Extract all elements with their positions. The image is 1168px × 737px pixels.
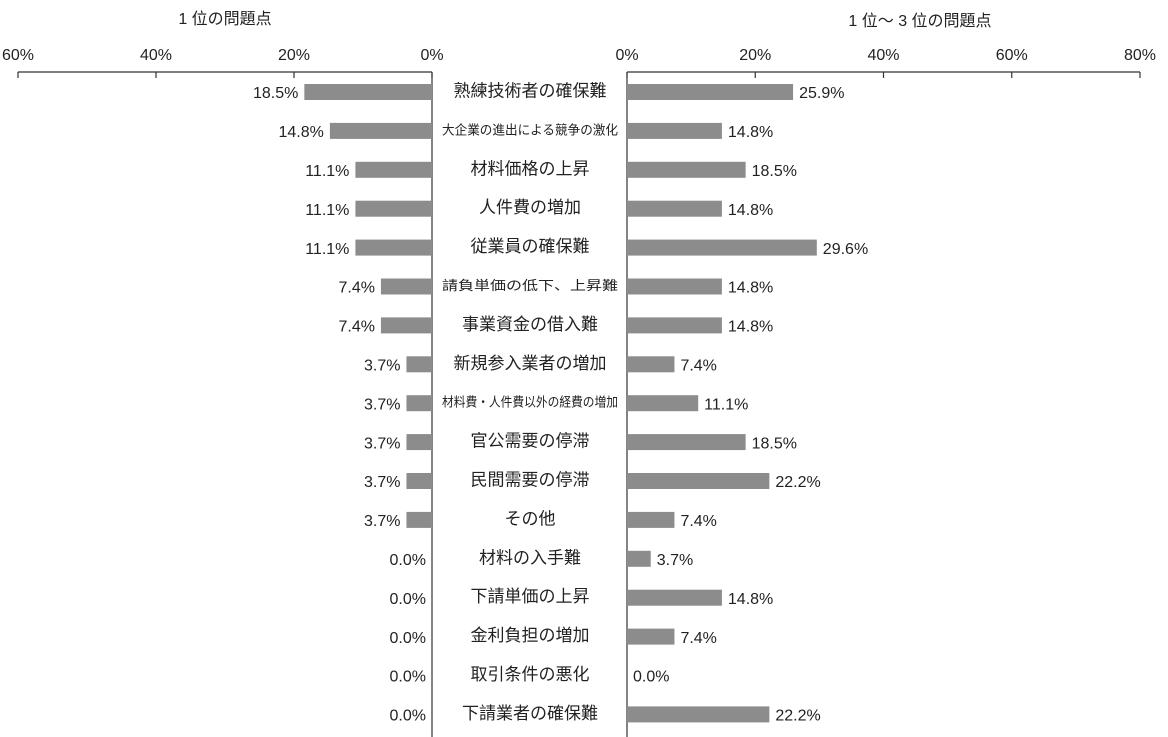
category-label: 下請業者の確保難 — [462, 704, 598, 723]
bar — [627, 434, 746, 451]
bar — [627, 706, 770, 723]
bar — [627, 628, 675, 645]
bar — [627, 473, 770, 489]
x-tick-label: 40% — [867, 47, 899, 64]
value-label: 0.0% — [390, 591, 426, 608]
x-tick-label: 0% — [420, 47, 443, 64]
value-label: 3.7% — [364, 513, 400, 530]
value-label: 22.2% — [775, 708, 820, 725]
value-label: 11.1% — [704, 396, 748, 413]
bar — [627, 239, 817, 256]
category-label: 下請単価の上昇 — [471, 587, 590, 606]
category-label: 新規参入業者の増加 — [454, 354, 607, 373]
value-label: 25.9% — [799, 85, 844, 102]
x-tick-label: 40% — [140, 47, 172, 64]
category-label: 熟練技術者の確保難 — [454, 80, 607, 100]
category-label: 官公需要の停滞 — [471, 432, 590, 451]
bar — [304, 84, 432, 100]
bar — [627, 395, 699, 412]
category-label: 請負単価の低下、上昇難 — [442, 278, 618, 293]
value-label: 3.7% — [364, 396, 400, 413]
bar — [627, 84, 794, 100]
value-label: 14.8% — [728, 202, 773, 219]
bar — [355, 161, 432, 178]
value-label: 14.8% — [728, 124, 773, 141]
category-label: 材料の入手難 — [479, 548, 581, 567]
value-label: 0.0% — [633, 669, 669, 686]
value-label: 14.8% — [728, 319, 773, 336]
bar — [406, 473, 432, 489]
value-label: 11.1% — [305, 241, 349, 258]
value-label: 7.4% — [338, 319, 374, 336]
bar — [627, 589, 722, 606]
value-label: 0.0% — [390, 669, 426, 686]
value-label: 22.2% — [775, 474, 820, 491]
value-label: 3.7% — [364, 435, 400, 452]
value-label: 29.6% — [823, 241, 868, 258]
bar — [627, 356, 675, 373]
category-label: 材料価格の上昇 — [471, 159, 590, 178]
bar — [627, 511, 675, 528]
category-label: 金利負担の増加 — [471, 626, 590, 645]
x-tick-label: 60% — [2, 47, 34, 64]
value-label: 14.8% — [279, 124, 324, 141]
x-tick-label: 60% — [996, 47, 1028, 64]
category-label: 事業資金の借入難 — [462, 315, 598, 334]
value-label: 3.7% — [657, 552, 693, 569]
value-label: 18.5% — [253, 85, 298, 102]
bar — [627, 550, 651, 567]
x-tick-label: 80% — [1124, 47, 1156, 64]
category-label: 大企業の進出による競争の激化 — [442, 122, 618, 137]
bar — [355, 200, 432, 217]
right-chart-title: 1 位～ 3 位の問題点 — [848, 12, 991, 30]
value-label: 11.1% — [305, 202, 349, 219]
bar — [406, 511, 432, 528]
bar — [406, 356, 432, 373]
value-label: 7.4% — [338, 280, 374, 297]
value-label: 18.5% — [752, 435, 797, 452]
value-label: 0.0% — [390, 708, 426, 725]
category-label: 取引条件の悪化 — [471, 665, 590, 684]
category-label: 人件費の増加 — [479, 198, 581, 217]
value-label: 11.1% — [305, 163, 349, 180]
category-label: 材料費・人件費以外の経費の増加 — [442, 395, 618, 410]
bar — [627, 122, 722, 139]
bar — [627, 200, 722, 217]
bar — [380, 278, 432, 295]
x-tick-label: 20% — [739, 47, 771, 64]
category-label: その他 — [505, 509, 556, 528]
left-chart-title: 1 位の問題点 — [178, 10, 271, 28]
value-label: 3.7% — [364, 358, 400, 375]
bar — [355, 239, 432, 256]
bar — [627, 317, 722, 334]
value-label: 7.4% — [680, 358, 716, 375]
value-label: 0.0% — [390, 630, 426, 647]
bar — [627, 161, 746, 178]
value-label: 3.7% — [364, 474, 400, 491]
value-label: 0.0% — [390, 552, 426, 569]
x-tick-label: 20% — [278, 47, 310, 64]
category-label: 民間需要の停滞 — [471, 470, 590, 489]
value-label: 7.4% — [680, 630, 716, 647]
value-label: 14.8% — [728, 280, 773, 297]
value-label: 18.5% — [752, 163, 797, 180]
bar — [406, 434, 432, 451]
bar — [329, 122, 432, 139]
category-label: 従業員の確保難 — [471, 237, 590, 256]
value-label: 14.8% — [728, 591, 773, 608]
bar — [380, 317, 432, 334]
x-tick-label: 0% — [615, 47, 638, 64]
bar — [406, 395, 432, 412]
value-label: 7.4% — [680, 513, 716, 530]
bar — [627, 278, 722, 295]
